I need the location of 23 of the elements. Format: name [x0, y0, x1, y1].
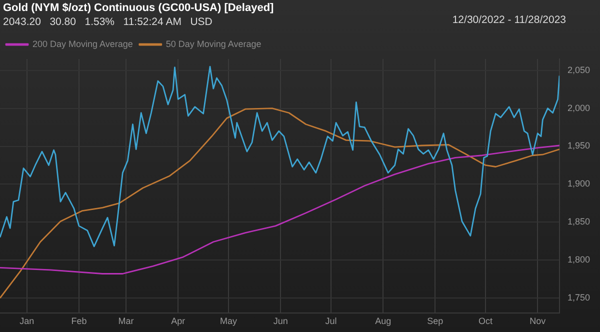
y-tick-label: 1,800	[567, 254, 590, 265]
x-tick-label: Oct	[478, 316, 494, 326]
x-tick-label: Apr	[171, 316, 186, 326]
x-tick-label: Feb	[71, 316, 87, 326]
y-tick-label: 1,850	[567, 216, 590, 227]
x-tick-label: Jul	[325, 316, 337, 326]
x-tick-label: Aug	[375, 316, 392, 326]
y-tick-label: 1,950	[567, 140, 590, 151]
y-tick-label: 2,050	[567, 64, 590, 75]
y-tick-label: 1,900	[567, 178, 590, 189]
legend-label: 50 Day Moving Average	[166, 38, 262, 49]
chart-title: Gold (NYM $/ozt) Continuous (GC00-USA) [Delayed]	[3, 2, 275, 14]
y-tick-label: 1,750	[567, 292, 590, 303]
x-tick-label: Sep	[427, 316, 444, 326]
x-tick-label: Jan	[20, 316, 34, 326]
x-tick-label: May	[220, 316, 238, 326]
legend-label: 200 Day Moving Average	[32, 38, 133, 49]
text: 12/30/2022 - 11/28/2023	[452, 14, 566, 26]
chart-subtitle: 2043.20 30.80 1.53% 11:52:24 AM USD	[3, 16, 212, 28]
x-tick-label: Nov	[530, 316, 546, 326]
x-tick-label: Jun	[273, 316, 288, 326]
x-tick-label: Mar	[118, 316, 134, 326]
y-tick-label: 2,000	[567, 102, 590, 113]
